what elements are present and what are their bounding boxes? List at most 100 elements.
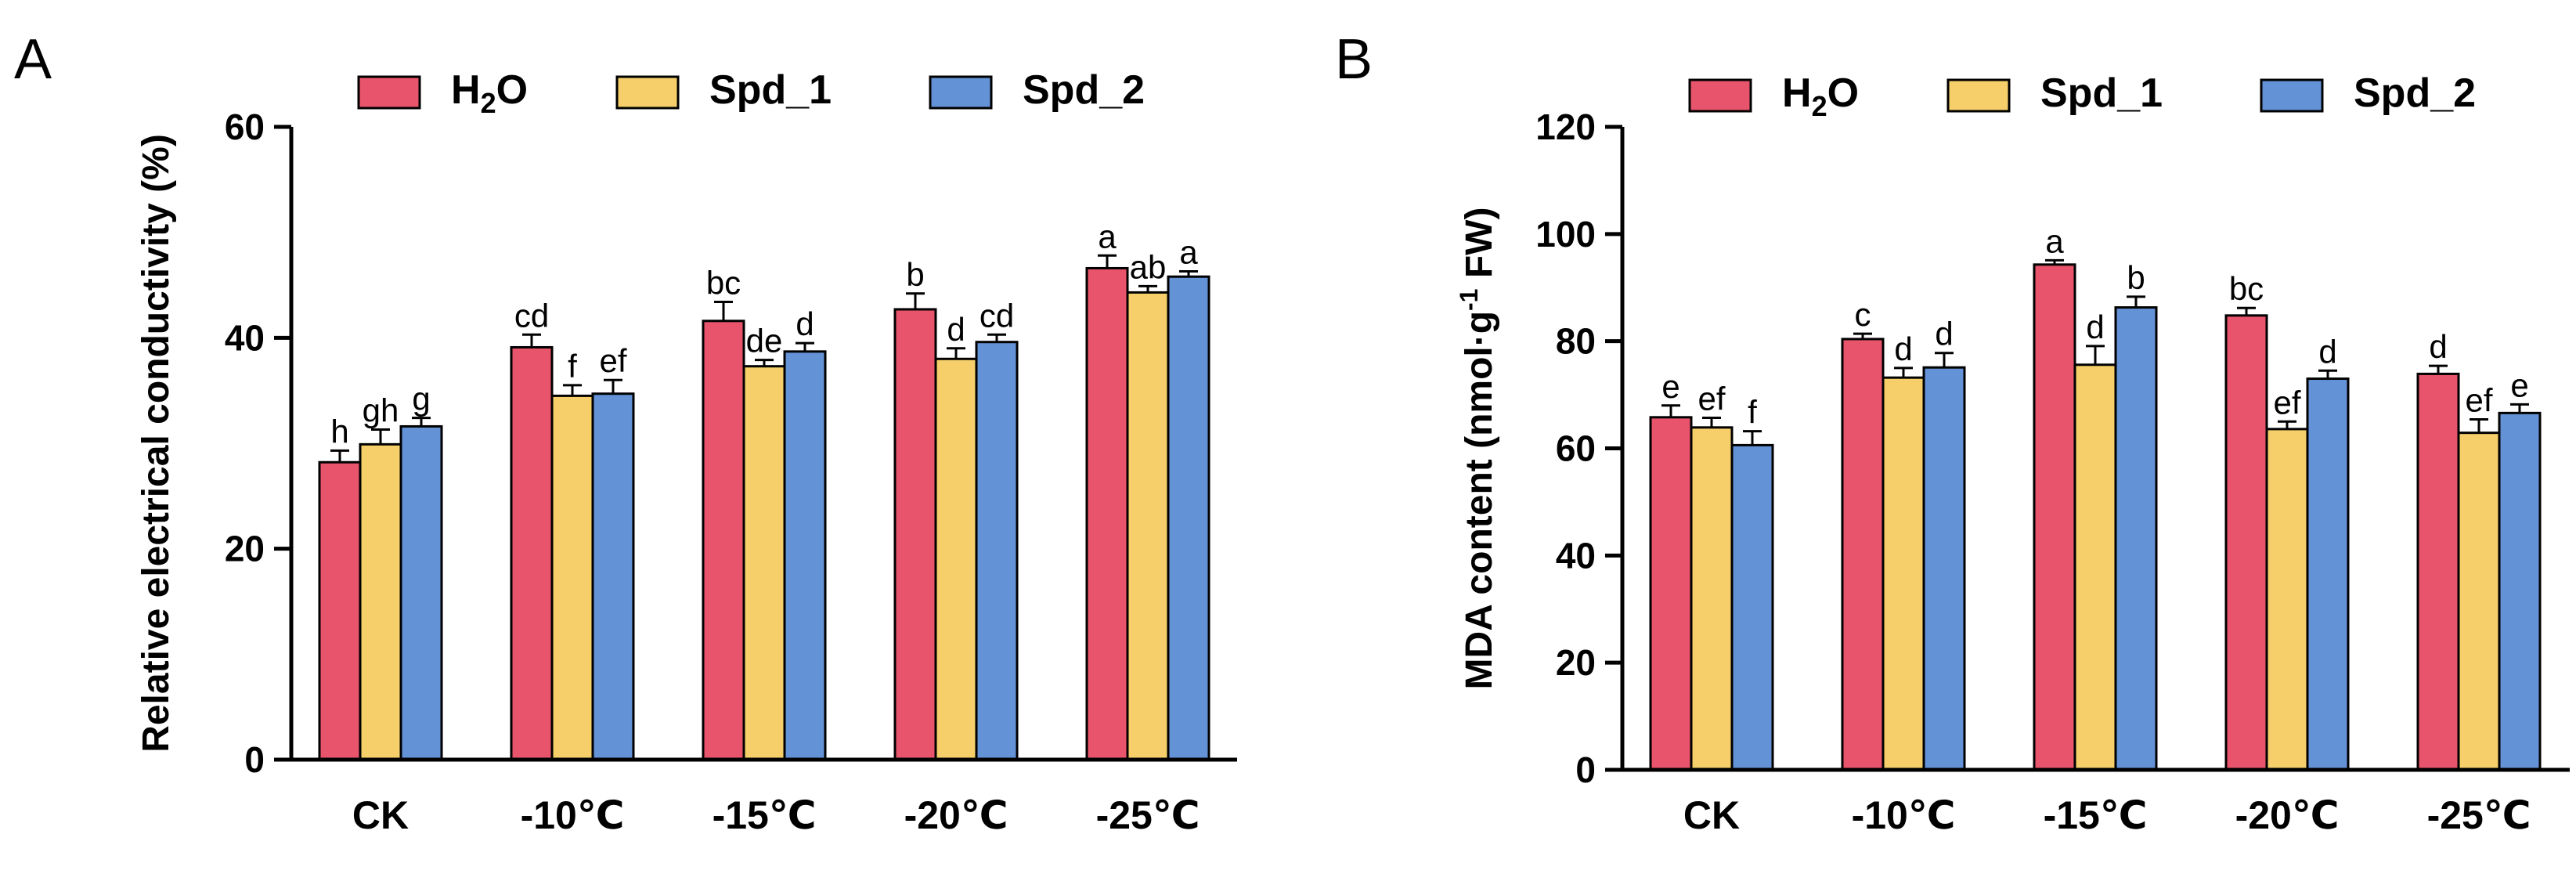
bar-group-item: d xyxy=(1881,330,1925,771)
bar-group-item: a xyxy=(1167,233,1210,761)
significance-letter: d xyxy=(2318,333,2336,370)
bar xyxy=(2073,363,2117,771)
significance-letter: d xyxy=(1935,316,1953,352)
bar xyxy=(1085,266,1129,761)
bar-group-item: de xyxy=(742,323,786,761)
bar xyxy=(783,350,827,761)
y-tick-label: 120 xyxy=(1535,107,1596,147)
y-tick-label: 20 xyxy=(225,529,265,569)
legend-entry: Spd_2 xyxy=(2260,70,2476,116)
bar-group-item: f xyxy=(1730,394,1774,771)
legend-swatch xyxy=(1688,78,1752,113)
bar xyxy=(893,308,937,761)
significance-letter: ef xyxy=(1697,381,1725,417)
bar xyxy=(591,392,635,761)
significance-letter: bc xyxy=(706,265,741,302)
x-tick-label: CK xyxy=(352,793,409,837)
significance-letter: a xyxy=(2045,222,2064,259)
significance-letter: de xyxy=(746,323,783,359)
bar-group-item: a xyxy=(2033,222,2076,771)
significance-letter: cd xyxy=(514,297,549,334)
bar xyxy=(742,365,786,761)
significance-letter: g xyxy=(412,381,430,417)
bar-group-item: b xyxy=(893,256,937,761)
y-tick-label: 0 xyxy=(1575,749,1596,790)
bar-group-item: c xyxy=(1841,296,1885,771)
bar-group-item: d xyxy=(2306,333,2350,771)
legend-swatch xyxy=(2260,78,2324,113)
panel-letter: B xyxy=(1335,28,1373,91)
significance-letter: d xyxy=(2429,328,2447,365)
legend-swatch xyxy=(357,75,421,110)
x-tick-label: -20℃ xyxy=(2235,793,2340,837)
significance-letter: h xyxy=(330,413,348,450)
significance-letter: a xyxy=(1179,233,1198,270)
y-tick-label: 40 xyxy=(225,317,265,358)
bar xyxy=(2498,411,2542,771)
bar-group-item: d xyxy=(783,305,827,761)
significance-letter: ef xyxy=(599,342,626,379)
significance-letter: e xyxy=(1661,368,1679,405)
legend-label: Spd_2 xyxy=(2354,70,2476,116)
bar xyxy=(399,424,443,761)
significance-letter: d xyxy=(796,305,814,342)
legend-label: H2O xyxy=(1782,70,1859,122)
legend-label: H2O xyxy=(451,67,528,119)
bar xyxy=(702,320,745,761)
bar xyxy=(2224,314,2268,771)
bar-group-item: gh xyxy=(359,392,402,761)
x-tick-label: CK xyxy=(1683,793,1740,837)
bar xyxy=(2306,377,2350,771)
bar-group-item: ef xyxy=(591,342,635,761)
legend-label: Spd_2 xyxy=(1023,67,1145,113)
bar-group-item: ef xyxy=(1690,381,1734,771)
x-tick-label: -10℃ xyxy=(521,793,625,837)
bar-group-item: ef xyxy=(2457,382,2501,771)
significance-letter: b xyxy=(906,256,924,293)
legend-swatch xyxy=(1946,78,2011,113)
legend-swatch xyxy=(929,75,993,110)
legend-label: Spd_1 xyxy=(2040,70,2163,116)
bar-group-item: a xyxy=(1085,218,1129,761)
legend-swatch xyxy=(615,75,680,110)
significance-letter: cd xyxy=(980,297,1014,334)
y-tick-label: 40 xyxy=(1556,535,1596,576)
y-tick-label: 100 xyxy=(1535,214,1596,255)
bar xyxy=(1167,275,1210,761)
bar xyxy=(2416,372,2460,771)
bar-group-item: b xyxy=(2114,259,2158,771)
y-tick-label: 60 xyxy=(225,107,265,147)
bar xyxy=(2265,428,2309,771)
significance-letter: e xyxy=(2510,367,2528,403)
legend-entry: H2O xyxy=(1688,70,1859,122)
significance-letter: f xyxy=(568,348,577,385)
bar-group-item: cd xyxy=(975,297,1019,761)
bar xyxy=(1841,338,1885,771)
significance-letter: a xyxy=(1098,218,1117,255)
bar-group-item: d xyxy=(2073,309,2117,771)
y-tick-label: 20 xyxy=(1556,642,1596,683)
y-tick-label: 0 xyxy=(244,739,265,780)
x-tick-label: -15℃ xyxy=(2044,793,2148,837)
bar xyxy=(2457,432,2501,771)
legend-entry: H2O xyxy=(357,67,528,119)
x-tick-label: -15℃ xyxy=(713,793,817,837)
bar-group-item: bc xyxy=(702,265,745,761)
bar xyxy=(1126,291,1170,761)
significance-letter: d xyxy=(947,311,965,348)
x-tick-label: -25℃ xyxy=(1096,793,1200,837)
bar xyxy=(510,345,554,761)
significance-letter: ef xyxy=(2465,382,2492,419)
legend-label: Spd_1 xyxy=(709,67,832,113)
significance-letter: d xyxy=(1894,330,1912,367)
x-tick-label: -20℃ xyxy=(904,793,1008,837)
bar xyxy=(318,460,362,761)
y-axis-label: MDA content (nmol·g-1 FW) xyxy=(1455,208,1500,690)
bar-group-item: ef xyxy=(2265,384,2309,771)
chart-panel-a: A Relative electrical conductivity (%) h cd… xyxy=(14,28,1237,837)
significance-letter: b xyxy=(2127,259,2145,296)
bar xyxy=(2114,306,2158,771)
bar-group-item: cd xyxy=(510,297,554,761)
significance-letter: c xyxy=(1855,296,1871,333)
